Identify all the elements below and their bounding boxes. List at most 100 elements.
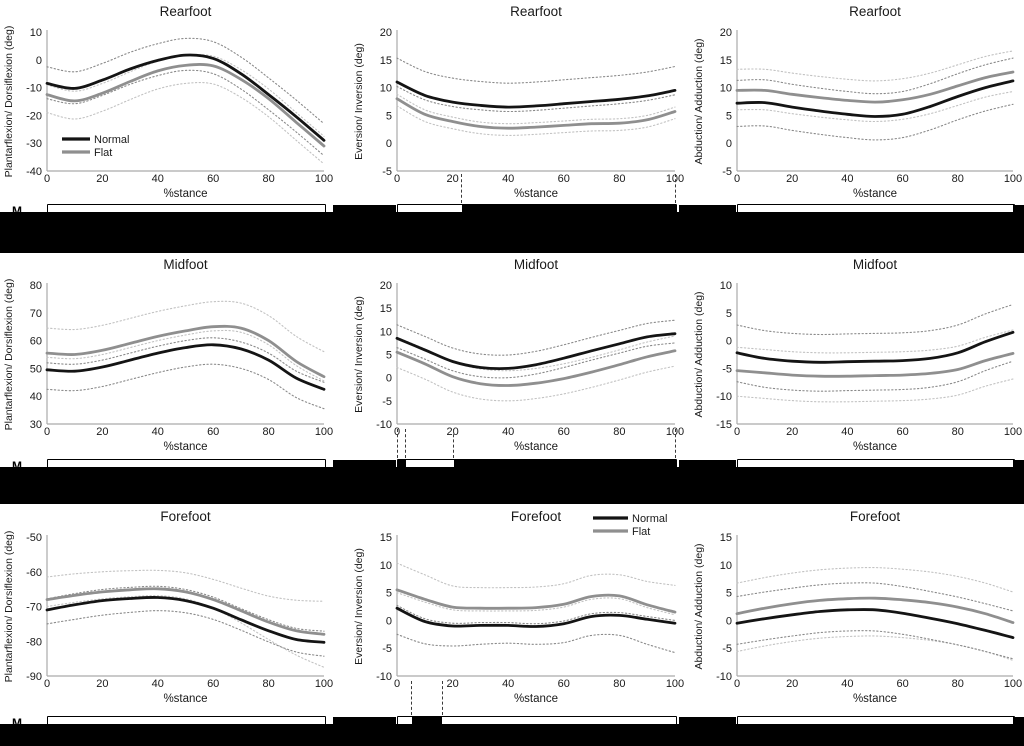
x-tick-label: 0 [734,426,740,438]
x-tick-label: 100 [1004,173,1022,185]
normal-ci-lower-line [736,630,1014,660]
significance-fill [411,717,443,726]
x-tick-label: 60 [558,173,570,185]
flat-mean-line [45,324,326,379]
y-tick-label: -90 [26,671,42,683]
significance-fill [398,460,407,469]
x-tick-label: 0 [734,678,740,690]
normal-ci-upper-line [736,57,1014,95]
redaction-band-riser [1013,460,1024,468]
normal-ci-lower-line [736,360,1014,392]
y-axis-label: Plantarflexion/ Dorsiflexion (deg) [3,531,15,683]
chart-title: Midfoot [514,257,559,272]
x-tick-label: 100 [315,678,333,690]
y-tick-label: -10 [716,671,732,683]
x-axis-label: %stance [514,188,558,200]
y-tick-label: 5 [386,110,392,122]
y-tick-label: 50 [30,363,42,375]
x-tick-label: 100 [315,173,333,185]
x-tick-label: 20 [96,678,108,690]
y-tick-label: 5 [386,588,392,600]
redaction-band-riser [1013,205,1024,213]
x-tick-label: 20 [446,173,458,185]
y-tick-label: 30 [30,419,42,431]
flat-ci-upper-line [396,93,676,125]
normal-ci-upper-line [46,585,325,632]
x-tick-label: 100 [315,426,333,438]
flat-ci-upper-line [736,329,1014,354]
chart-title: Midfoot [853,257,898,272]
x-tick-label: 80 [262,426,274,438]
y-tick-label: 10 [380,326,392,338]
y-tick-label: -10 [26,83,42,95]
flat-ci-upper-line [736,567,1014,593]
y-tick-label: -5 [382,166,392,178]
flat-ci-lower-line [396,105,676,136]
x-tick-label: 60 [558,426,570,438]
x-tick-label: 60 [207,678,219,690]
normal-mean-line [395,332,677,371]
y-tick-label: 15 [720,532,732,544]
x-tick-label: 80 [613,173,625,185]
y-axis-label: Eversion/ Inversion (deg) [353,43,365,160]
y-tick-label: 0 [386,138,392,150]
chart-title: Forefoot [850,509,901,524]
x-tick-label: 80 [613,678,625,690]
x-tick-label: 100 [1004,678,1022,690]
redaction-band-riser [1013,717,1024,725]
redaction-band-riser [333,460,396,468]
chart-title: Rearfoot [510,4,562,19]
y-tick-label: 0 [726,615,732,627]
x-axis-label: %stance [853,693,897,705]
x-tick-label: 40 [152,678,164,690]
redaction-band-riser [333,205,396,213]
y-tick-label: 0 [36,55,42,67]
legend-label-flat: Flat [632,526,650,538]
x-tick-label: 80 [262,173,274,185]
significance-fill [461,205,676,214]
y-tick-label: -5 [722,166,732,178]
flat-ci-upper-line [46,300,325,353]
x-tick-label: 60 [207,426,219,438]
significance-dash-mark [441,681,443,715]
x-tick-label: 100 [1004,426,1022,438]
normal-mean-line [45,53,326,142]
x-axis-label: %stance [514,441,558,453]
y-tick-label: 10 [30,27,42,39]
y-tick-label: -5 [722,363,732,375]
x-tick-label: 0 [734,173,740,185]
normal-mean-line [45,596,326,644]
x-tick-label: 40 [841,426,853,438]
x-tick-label: 60 [896,426,908,438]
x-tick-label: 20 [96,173,108,185]
redaction-band [0,467,1024,504]
legend-label-normal: Normal [94,134,129,146]
normal-ci-upper-line [736,582,1014,612]
flat-ci-upper-line [736,50,1014,82]
y-tick-label: 20 [720,27,732,39]
x-tick-label: 20 [786,678,798,690]
redaction-band-riser [333,717,396,725]
x-axis-label: %stance [163,188,207,200]
flat-mean-line [735,596,1015,624]
y-axis-label: Abduction/ Adduction (deg) [693,291,705,417]
x-tick-label: 60 [896,173,908,185]
normal-mean-line [735,79,1015,118]
significance-dash-mark [410,681,412,715]
y-tick-label: -80 [26,636,42,648]
y-tick-label: 10 [720,560,732,572]
y-axis-label: Eversion/ Inversion (deg) [353,548,365,665]
y-tick-label: 5 [726,308,732,320]
y-tick-label: 5 [726,588,732,600]
flat-ci-lower-line [736,90,1014,123]
flat-mean-line [45,63,326,148]
flat-mean-line [395,349,677,387]
flat-mean-line [45,587,326,636]
x-tick-label: 100 [666,678,684,690]
chart-title: Forefoot [160,509,211,524]
x-tick-label: 20 [96,426,108,438]
flat-ci-lower-line [396,365,676,402]
